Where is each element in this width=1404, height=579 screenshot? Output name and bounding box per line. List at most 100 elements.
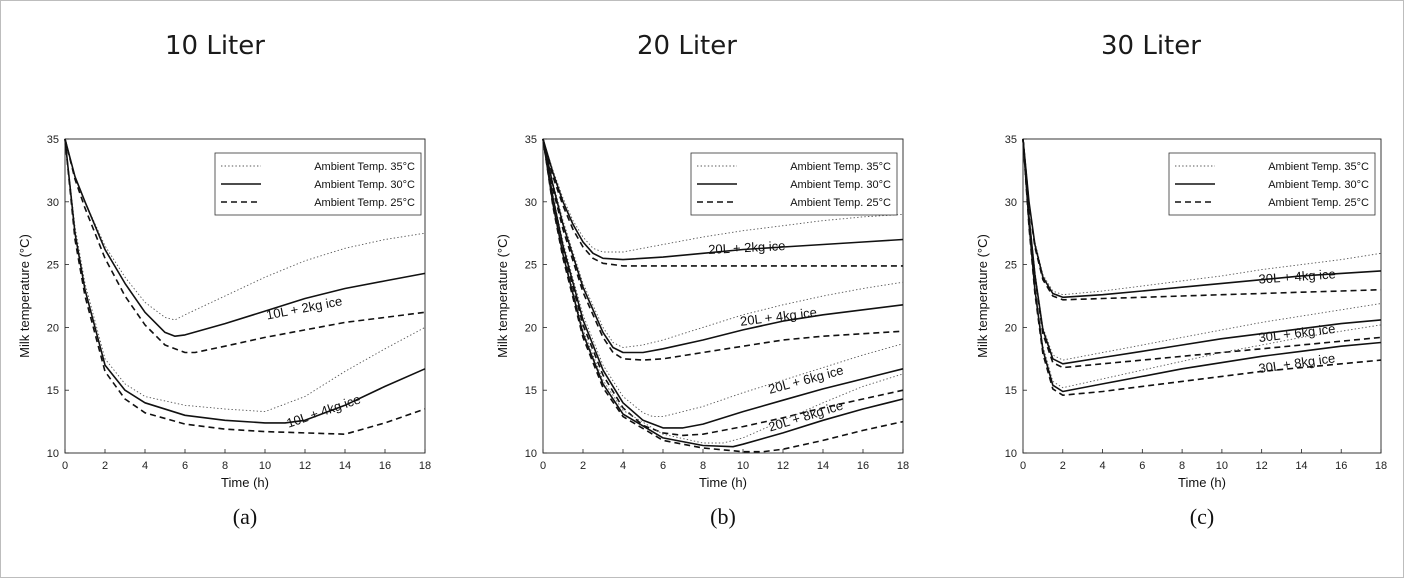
series-line-dashed [542, 138, 904, 361]
x-tick-label: 6 [660, 460, 666, 472]
x-tick-label: 2 [102, 460, 108, 472]
y-tick-label: 10 [525, 448, 537, 460]
y-tick-label: 30 [1005, 197, 1017, 209]
y-tick-label: 35 [525, 134, 537, 146]
series-line-solid [542, 138, 904, 448]
x-tick-label: 4 [1099, 460, 1105, 472]
x-tick-label: 8 [700, 460, 706, 472]
panel-title: 20 Liter [637, 31, 737, 61]
series-line-dashed [1022, 138, 1382, 369]
x-tick-label: 0 [540, 460, 546, 472]
y-axis-label: Milk temperature (°C) [17, 234, 32, 358]
x-tick-label: 12 [299, 460, 311, 472]
x-tick-label: 2 [580, 460, 586, 472]
x-tick-label: 10 [259, 460, 271, 472]
series-annotation: 20L + 4kg ice [739, 305, 817, 329]
y-tick-label: 30 [525, 197, 537, 209]
x-axis-label: Time (h) [1178, 475, 1226, 490]
x-tick-label: 2 [1060, 460, 1066, 472]
x-tick-label: 10 [1216, 460, 1228, 472]
series-line-dashed [542, 138, 903, 267]
series-annotation: 30L + 6kg ice [1258, 321, 1336, 345]
series-annotation: 30L + 8kg ice [1258, 350, 1337, 376]
series-line-dotted [64, 138, 426, 413]
panel-title: 10 Liter [165, 31, 265, 61]
series-annotation: 20L + 2kg ice [708, 238, 786, 257]
series-line-dotted [542, 138, 904, 418]
panel-20-liter: 20 Liter 0 2 4 6 8 10 12 14 16 18 10 15 20 25 30 35 Time… [469, 1, 937, 579]
series-line-solid [64, 138, 426, 424]
y-axis-label: Milk temperature (°C) [495, 234, 510, 358]
y-tick-label: 15 [47, 385, 59, 397]
legend-entry: Ambient Temp. 25°C [314, 197, 415, 209]
y-tick-label: 35 [47, 134, 59, 146]
series-line-solid [542, 138, 904, 354]
y-tick-label: 25 [47, 260, 59, 272]
legend-entry: Ambient Temp. 35°C [790, 161, 891, 173]
x-axis-label: Time (h) [699, 475, 747, 490]
series-line-solid [64, 138, 426, 337]
x-tick-label: 4 [620, 460, 626, 472]
y-tick-label: 10 [47, 448, 59, 460]
x-tick-label: 14 [817, 460, 829, 472]
panel-title: 30 Liter [1101, 31, 1201, 61]
y-tick-label: 20 [1005, 322, 1017, 334]
x-tick-label: 8 [222, 460, 228, 472]
y-tick-label: 30 [47, 197, 59, 209]
x-tick-label: 12 [1256, 460, 1268, 472]
legend-entry: Ambient Temp. 30°C [1268, 179, 1369, 191]
chart-10-liter: 0 2 4 6 8 10 12 14 16 18 10 15 20 25 30 35 Time (h) Milk … [17, 134, 431, 529]
panel-30-liter: 30 Liter 0 2 4 6 8 10 12 14 16 18 10 15 20 25 30 35 Time… [937, 1, 1404, 579]
x-tick-label: 4 [142, 460, 148, 472]
series-line-dashed [1022, 138, 1382, 396]
x-tick-label: 16 [1335, 460, 1347, 472]
x-tick-label: 12 [777, 460, 789, 472]
x-tick-label: 6 [1139, 460, 1145, 472]
panel-sublabel: (b) [710, 504, 736, 529]
plot-area [1022, 138, 1382, 454]
panel-sublabel: (a) [233, 504, 257, 529]
series-line-dashed [1022, 138, 1382, 301]
x-tick-label: 16 [379, 460, 391, 472]
x-tick-label: 8 [1179, 460, 1185, 472]
x-tick-label: 0 [62, 460, 68, 472]
y-tick-label: 25 [525, 260, 537, 272]
x-tick-label: 6 [182, 460, 188, 472]
series-line-dotted [542, 138, 904, 253]
x-axis-label: Time (h) [221, 475, 269, 490]
legend-entry: Ambient Temp. 35°C [314, 161, 415, 173]
y-tick-label: 10 [1005, 448, 1017, 460]
series-line-dotted [542, 138, 904, 444]
x-tick-label: 16 [857, 460, 869, 472]
legend-entry: Ambient Temp. 25°C [790, 197, 891, 209]
x-tick-label: 14 [1295, 460, 1307, 472]
x-tick-label: 14 [339, 460, 351, 472]
series-annotation: 30L + 4kg ice [1258, 266, 1336, 286]
y-axis-label: Milk temperature (°C) [975, 234, 990, 358]
plot-area [64, 138, 426, 454]
x-tick-label: 18 [897, 460, 909, 472]
y-tick-label: 15 [1005, 385, 1017, 397]
chart-30-liter: 0 2 4 6 8 10 12 14 16 18 10 15 20 25 30 35 Time (h) Milk … [975, 134, 1387, 529]
y-tick-label: 15 [525, 385, 537, 397]
plot-area [542, 138, 904, 454]
series-line-dashed [542, 138, 904, 437]
x-tick-label: 10 [737, 460, 749, 472]
series-line-solid [542, 138, 904, 261]
legend-entry: Ambient Temp. 30°C [314, 179, 415, 191]
y-tick-label: 25 [1005, 260, 1017, 272]
panel-10-liter: 10 Liter 0 2 4 6 8 10 12 14 16 18 10 15 20 25 30 35 Time… [1, 1, 469, 579]
series-line-dashed [542, 138, 904, 453]
panel-sublabel: (c) [1190, 504, 1214, 529]
y-tick-label: 35 [1005, 134, 1017, 146]
series-line-solid [542, 138, 904, 429]
series-annotation: 10L + 4kg ice [285, 391, 363, 430]
series-annotation: 10L + 2kg ice [265, 293, 344, 322]
chart-20-liter: 0 2 4 6 8 10 12 14 16 18 10 15 20 25 30 35 Time (h) Milk … [495, 134, 909, 529]
x-tick-label: 18 [1375, 460, 1387, 472]
series-annotation: 20L + 6kg ice [767, 362, 845, 396]
legend-entry: Ambient Temp. 35°C [1268, 161, 1369, 173]
y-tick-label: 20 [47, 322, 59, 334]
x-tick-label: 18 [419, 460, 431, 472]
series-line-dotted [64, 138, 426, 321]
